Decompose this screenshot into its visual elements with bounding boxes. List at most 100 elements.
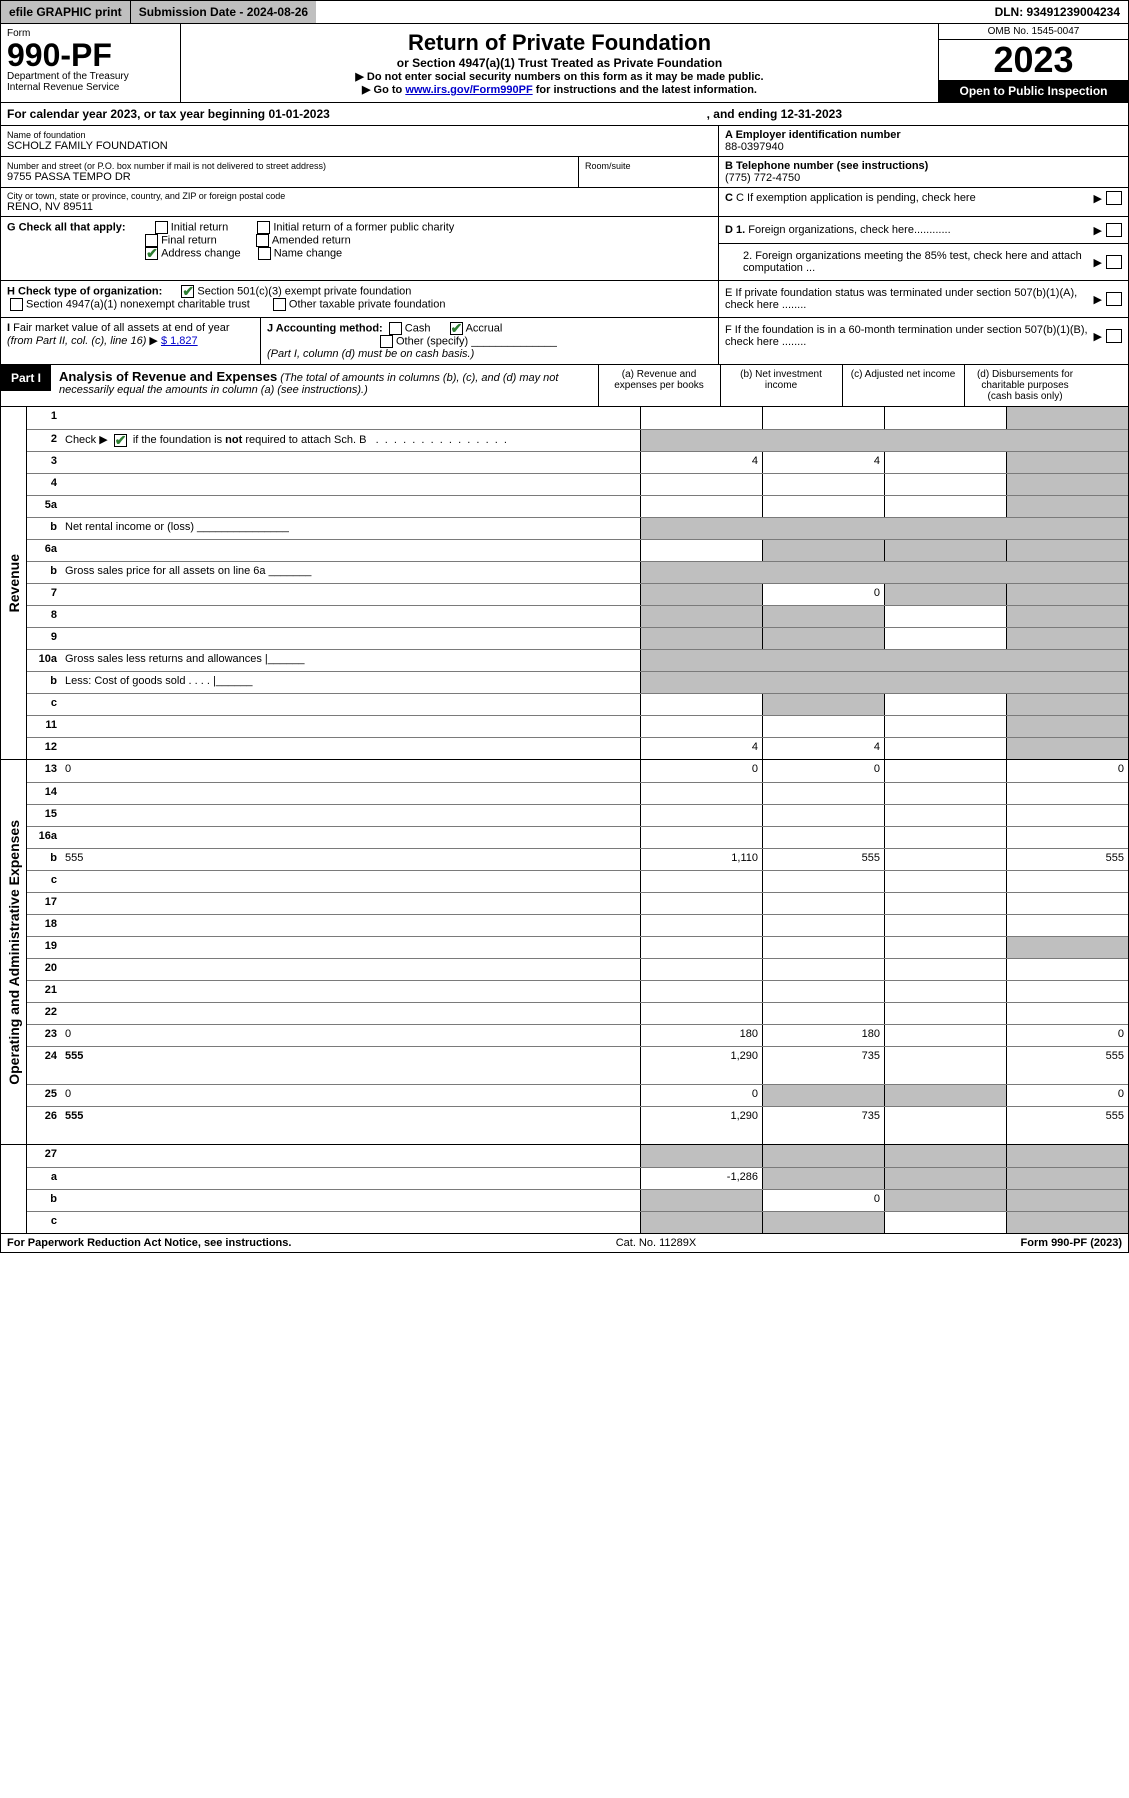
d1-checkbox[interactable] — [1106, 223, 1122, 237]
col-c-hdr: (c) Adjusted net income — [842, 365, 964, 406]
top-bar: efile GRAPHIC print Submission Date - 20… — [0, 0, 1129, 24]
i-value-link[interactable]: $ 1,827 — [161, 335, 198, 347]
chk-othertax[interactable] — [273, 298, 286, 311]
opt-cash: Cash — [405, 322, 431, 334]
line-number: c — [27, 871, 61, 892]
line-number: 22 — [27, 1003, 61, 1024]
cell-b — [762, 694, 884, 715]
cell-a: -1,286 — [640, 1168, 762, 1189]
cell-a — [640, 805, 762, 826]
chk-4947[interactable] — [10, 298, 23, 311]
c-checkbox[interactable] — [1106, 191, 1122, 205]
line-desc — [61, 1190, 640, 1211]
cell-d — [1006, 915, 1128, 936]
cell-a — [640, 1145, 762, 1167]
cell-d: 555 — [1006, 1107, 1128, 1144]
chk-501c3[interactable] — [181, 285, 194, 298]
foundation-addr: 9755 PASSA TEMPO DR — [7, 171, 572, 183]
opt-amended: Amended return — [272, 234, 351, 246]
opt-address: Address change — [161, 247, 241, 259]
line-number: 2 — [27, 430, 61, 451]
line-desc: Net rental income or (loss) ____________… — [61, 518, 640, 539]
line-desc — [61, 540, 640, 561]
line-number: b — [27, 562, 61, 583]
chk-initial-former[interactable] — [257, 221, 270, 234]
line-number: 5a — [27, 496, 61, 517]
line-desc — [61, 452, 640, 473]
j-block: J Accounting method: Cash Accrual Other … — [261, 318, 718, 364]
line-desc — [61, 628, 640, 649]
cell-b — [762, 716, 884, 737]
line-desc: 555 — [61, 1107, 640, 1144]
addr-label: Number and street (or P.O. box number if… — [7, 161, 572, 171]
table-row: 18 — [27, 914, 1128, 936]
chk-amended[interactable] — [256, 234, 269, 247]
chk-initial[interactable] — [155, 221, 168, 234]
chk-name[interactable] — [258, 247, 271, 260]
cell-a — [640, 716, 762, 737]
line-desc: 555 — [61, 849, 640, 870]
dept-label: Department of the Treasury — [7, 71, 174, 82]
cell-b: 0 — [762, 1190, 884, 1211]
cell-b — [762, 893, 884, 914]
line-desc — [61, 474, 640, 495]
table-row: 16a — [27, 826, 1128, 848]
irs-link[interactable]: www.irs.gov/Form990PF — [405, 84, 532, 96]
cell-d — [1006, 1168, 1128, 1189]
cell-c — [884, 1003, 1006, 1024]
table-row: b5551,110555555 — [27, 848, 1128, 870]
cell-c — [884, 893, 1006, 914]
cell-b — [762, 496, 884, 517]
revenue-side-label: Revenue — [6, 554, 22, 612]
table-row: 130000 — [27, 760, 1128, 782]
table-row: 70 — [27, 583, 1128, 605]
g-label: G Check all that apply: — [7, 221, 126, 233]
chk-schb[interactable] — [114, 434, 127, 447]
e-checkbox[interactable] — [1106, 292, 1122, 306]
line-desc — [61, 959, 640, 980]
efile-print-button[interactable]: efile GRAPHIC print — [1, 1, 131, 23]
note-goto: ▶ Go to www.irs.gov/Form990PF for instru… — [187, 83, 932, 96]
line-desc: Less: Cost of goods sold . . . . |______ — [61, 672, 640, 693]
chk-address[interactable] — [145, 247, 158, 260]
cell-b — [762, 1168, 884, 1189]
opt-initial: Initial return — [171, 221, 228, 233]
opt-4947: Section 4947(a)(1) nonexempt charitable … — [26, 298, 250, 310]
cell-d — [1006, 694, 1128, 715]
line-desc: 555 — [61, 1047, 640, 1084]
j-note: (Part I, column (d) must be on cash basi… — [267, 348, 474, 360]
cell-d — [1006, 1190, 1128, 1211]
line-desc: 0 — [61, 760, 640, 782]
cell-c — [884, 1168, 1006, 1189]
f-checkbox[interactable] — [1106, 329, 1122, 343]
cell-a — [640, 827, 762, 848]
line-desc — [61, 937, 640, 958]
line-desc — [61, 1003, 640, 1024]
chk-accrual[interactable] — [450, 322, 463, 335]
cell-b — [762, 981, 884, 1002]
cell-d — [1006, 783, 1128, 804]
cell-c — [884, 849, 1006, 870]
footer-right: Form 990-PF (2023) — [1021, 1237, 1123, 1249]
chk-other[interactable] — [380, 335, 393, 348]
d2-checkbox[interactable] — [1106, 255, 1122, 269]
line-desc — [61, 805, 640, 826]
table-row: 1 — [27, 407, 1128, 429]
cell-b — [762, 937, 884, 958]
city-label: City or town, state or province, country… — [7, 191, 712, 201]
table-row: c — [27, 1211, 1128, 1233]
cell-d — [1006, 452, 1128, 473]
table-row: c — [27, 693, 1128, 715]
d1-label: D 1. Foreign organizations, check here..… — [725, 224, 1090, 236]
cell-c — [884, 694, 1006, 715]
form-subtitle: or Section 4947(a)(1) Trust Treated as P… — [187, 56, 932, 70]
cell-merged — [640, 430, 1128, 451]
table-row: 1244 — [27, 737, 1128, 759]
chk-cash[interactable] — [389, 322, 402, 335]
line-number: 4 — [27, 474, 61, 495]
cell-c — [884, 1190, 1006, 1211]
cell-c — [884, 783, 1006, 804]
open-inspection: Open to Public Inspection — [939, 80, 1128, 102]
cell-c — [884, 606, 1006, 627]
cell-c — [884, 805, 1006, 826]
